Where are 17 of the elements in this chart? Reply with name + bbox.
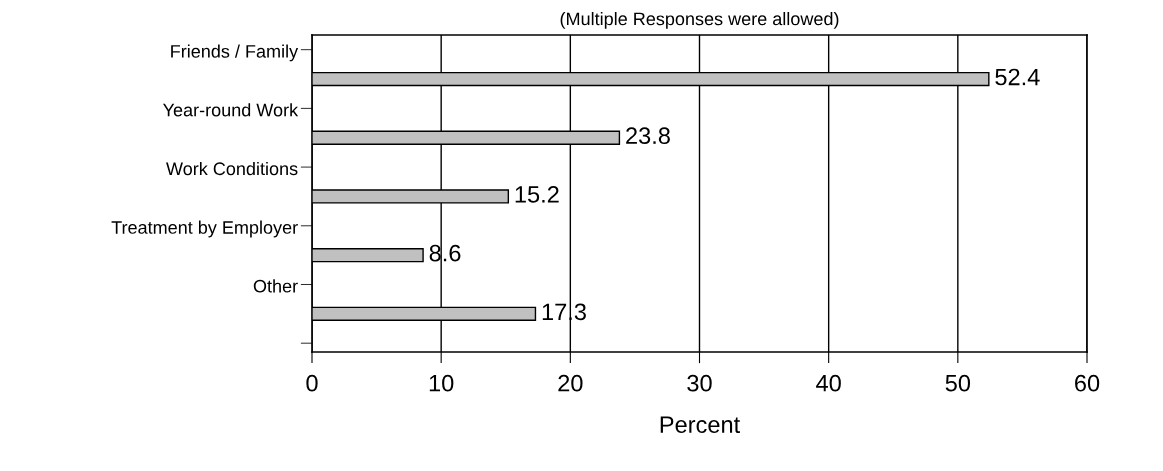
y-tick-label: Other (253, 279, 298, 293)
x-tick-label: 10 (429, 374, 454, 392)
data-label: 23.8 (626, 127, 670, 145)
x-tick-label: 30 (687, 374, 712, 392)
x-tick-label: 20 (558, 374, 583, 392)
y-tick-label: Year-round Work (163, 103, 299, 117)
data-label: 52.4 (995, 68, 1040, 86)
y-tick-label: Work Conditions (166, 161, 298, 176)
x-tick-label: 60 (1075, 374, 1100, 392)
data-label: 15.2 (515, 186, 559, 203)
chart-title: (Multiple Responses were allowed) (560, 12, 839, 29)
x-tick-label: 40 (816, 374, 841, 392)
x-axis-title: Percent (660, 416, 741, 434)
x-tick-label: 0 (306, 374, 318, 392)
x-tick-label: 50 (945, 374, 971, 392)
y-tick-label: Treatment by Employer (111, 220, 298, 238)
y-tick-label: Friends / Family (171, 44, 299, 62)
